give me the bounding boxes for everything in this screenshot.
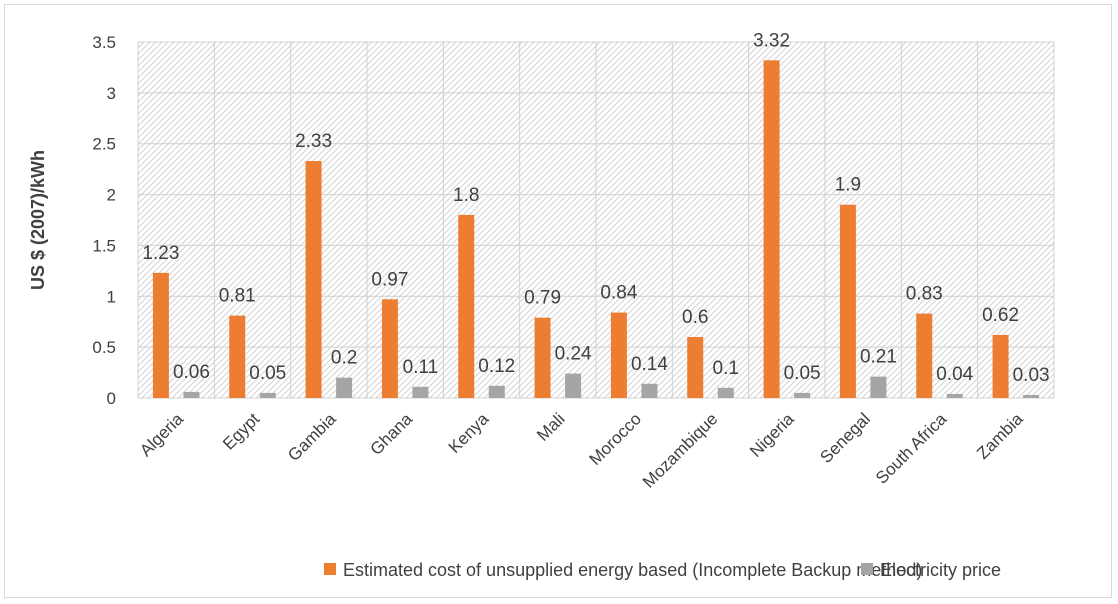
legend-label-series-2: Electricity price [880, 560, 1001, 580]
x-tick-label: Zambia [973, 409, 1027, 463]
bar-unsupplied-energy-cost [610, 312, 627, 398]
bar-unsupplied-energy-cost [152, 272, 169, 398]
data-label-electricity-price: 0.06 [173, 362, 210, 383]
x-tick-label: Morocco [585, 409, 645, 469]
legend-label-series-1: Estimated cost of unsupplied energy base… [343, 560, 922, 580]
data-label-unsupplied-energy-cost: 0.97 [371, 269, 408, 290]
data-label-unsupplied-energy-cost: 1.23 [142, 243, 179, 264]
bar-unsupplied-energy-cost [229, 315, 246, 398]
data-label-unsupplied-energy-cost: 1.9 [835, 175, 861, 196]
bar-electricity-price [870, 376, 887, 398]
x-tick-label: Kenya [445, 409, 493, 457]
y-tick-label: 3.5 [92, 33, 116, 52]
x-tick-label: Gambia [284, 409, 340, 465]
data-label-electricity-price: 0.14 [631, 354, 668, 375]
data-label-unsupplied-energy-cost: 0.6 [682, 307, 708, 328]
legend-swatch-series-1 [324, 563, 336, 575]
data-label-electricity-price: 0.05 [249, 363, 286, 384]
data-label-electricity-price: 0.05 [784, 363, 821, 384]
bar-unsupplied-energy-cost [763, 60, 780, 399]
bar-electricity-price [259, 392, 276, 398]
x-tick-label: Mali [533, 409, 568, 444]
y-tick-label: 2.5 [92, 135, 116, 154]
x-tick-label: Mozambique [639, 409, 721, 491]
bar-unsupplied-energy-cost [305, 161, 322, 398]
bar-electricity-price [946, 393, 963, 398]
x-tick-label: Senegal [816, 409, 874, 467]
data-label-unsupplied-energy-cost: 0.79 [524, 288, 561, 309]
data-label-unsupplied-energy-cost: 2.33 [295, 131, 332, 152]
y-tick-label: 1.5 [92, 236, 116, 255]
bar-electricity-price [717, 387, 734, 398]
bar-unsupplied-energy-cost [458, 214, 475, 398]
x-tick-label: Algeria [136, 409, 187, 460]
y-tick-label: 0 [107, 389, 116, 408]
x-tick-label: Ghana [366, 409, 416, 459]
data-label-electricity-price: 0.21 [860, 347, 897, 368]
bar-electricity-price [488, 385, 505, 398]
bar-unsupplied-energy-cost [916, 313, 933, 398]
bar-electricity-price [336, 377, 353, 398]
data-label-unsupplied-energy-cost: 0.84 [600, 283, 637, 304]
x-tick-label: Egypt [219, 409, 263, 453]
x-tick-label: South Africa [872, 409, 951, 488]
data-label-electricity-price: 0.04 [936, 364, 973, 385]
data-label-electricity-price: 0.11 [403, 357, 439, 378]
bar-electricity-price [794, 392, 811, 398]
bar-electricity-price [1023, 394, 1040, 398]
bar-electricity-price [183, 391, 200, 398]
bar-unsupplied-energy-cost [992, 334, 1009, 398]
bar-unsupplied-energy-cost [534, 317, 551, 398]
y-tick-label: 3 [107, 84, 116, 103]
y-tick-label: 2 [107, 186, 116, 205]
data-label-electricity-price: 0.1 [713, 358, 739, 379]
bar-electricity-price [641, 383, 658, 398]
data-label-unsupplied-energy-cost: 1.8 [453, 185, 479, 206]
data-label-electricity-price: 0.03 [1013, 365, 1050, 386]
bar-unsupplied-energy-cost [687, 336, 704, 398]
legend: Estimated cost of unsupplied energy base… [324, 560, 1001, 580]
y-tick-label: 0.5 [92, 338, 116, 357]
y-tick-label: 1 [107, 287, 116, 306]
data-label-electricity-price: 0.2 [331, 348, 357, 369]
x-tick-label: Nigeria [746, 409, 798, 461]
bar-unsupplied-energy-cost [381, 299, 398, 398]
data-label-electricity-price: 0.24 [555, 344, 592, 365]
legend-swatch-series-2 [861, 563, 873, 575]
data-label-unsupplied-energy-cost: 0.62 [982, 305, 1019, 326]
bar-unsupplied-energy-cost [839, 204, 856, 398]
data-label-unsupplied-energy-cost: 0.83 [906, 284, 943, 305]
bar-electricity-price [412, 386, 429, 398]
data-label-unsupplied-energy-cost: 3.32 [753, 30, 790, 51]
data-label-electricity-price: 0.12 [478, 356, 515, 377]
y-axis-label: US $ (2007)/kWh [28, 150, 48, 290]
bar-electricity-price [565, 373, 582, 398]
data-label-unsupplied-energy-cost: 0.81 [219, 286, 256, 307]
